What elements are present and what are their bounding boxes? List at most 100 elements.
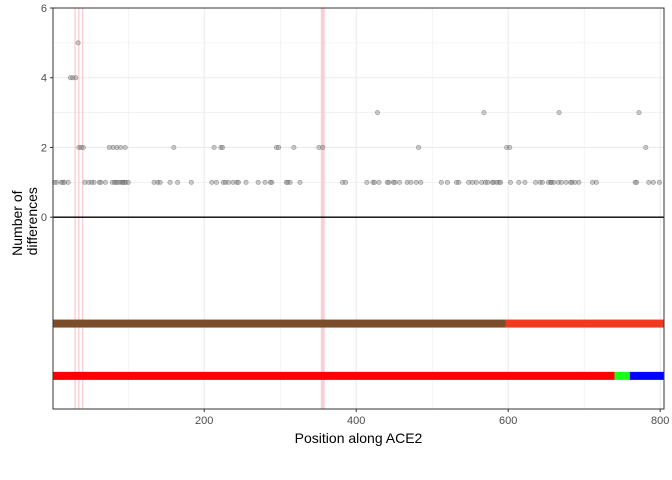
data-point — [188, 179, 194, 185]
data-point — [121, 179, 127, 185]
data-point — [157, 179, 163, 185]
data-point — [364, 179, 370, 185]
points-group — [52, 40, 662, 185]
data-point — [558, 179, 564, 185]
data-point — [632, 179, 638, 185]
y-tick-label: 0 — [41, 212, 47, 224]
data-point — [479, 179, 485, 185]
data-point — [643, 144, 649, 150]
data-point — [416, 144, 422, 150]
panel-border — [52, 7, 665, 410]
data-point — [110, 144, 116, 150]
data-point — [390, 179, 396, 185]
data-point — [80, 144, 86, 150]
data-point — [481, 110, 487, 116]
data-point — [370, 179, 376, 185]
data-point — [213, 179, 219, 185]
y-tick-label: 4 — [41, 73, 47, 85]
data-point — [456, 179, 462, 185]
data-point — [102, 179, 108, 185]
data-point — [404, 179, 410, 185]
data-point — [125, 179, 131, 185]
data-point — [75, 40, 81, 46]
data-point — [590, 179, 596, 185]
data-point — [235, 179, 241, 185]
highlight-band — [81, 8, 84, 409]
data-point — [73, 75, 79, 81]
data-point — [60, 179, 66, 185]
data-point — [593, 179, 599, 185]
data-point — [218, 144, 224, 150]
x-axis: 200 400 600 800 — [195, 409, 669, 427]
domain-segment — [629, 371, 664, 380]
data-point — [287, 179, 293, 185]
data-point — [551, 179, 557, 185]
data-point — [114, 144, 120, 150]
domain-bars — [53, 319, 664, 380]
domain-segment — [505, 319, 664, 328]
highlight-band — [320, 8, 325, 409]
data-point — [98, 179, 104, 185]
domain-segment — [53, 319, 506, 328]
data-point — [374, 110, 380, 116]
data-point — [413, 179, 419, 185]
data-point — [343, 179, 349, 185]
data-point — [297, 179, 303, 185]
y-axis-title: Number of differences — [9, 187, 40, 256]
data-point — [636, 110, 642, 116]
data-point — [469, 179, 475, 185]
data-point — [646, 179, 652, 185]
data-point — [118, 144, 124, 150]
data-point — [226, 179, 232, 185]
data-point — [262, 179, 268, 185]
data-point — [386, 179, 392, 185]
data-point — [418, 179, 424, 185]
data-point — [276, 144, 282, 150]
highlight-bands — [74, 8, 325, 409]
data-point — [283, 179, 289, 185]
data-point — [91, 179, 97, 185]
data-point — [211, 144, 217, 150]
data-point — [243, 179, 249, 185]
data-point — [444, 179, 450, 185]
data-point — [255, 179, 261, 185]
data-point — [576, 179, 582, 185]
data-point — [485, 179, 491, 185]
data-point — [376, 179, 382, 185]
data-point — [466, 179, 472, 185]
data-point — [473, 179, 479, 185]
data-point — [106, 144, 112, 150]
data-point — [438, 179, 444, 185]
x-tick-label: 400 — [347, 415, 365, 427]
domain-segment — [614, 371, 630, 380]
data-point — [269, 179, 275, 185]
data-point — [175, 179, 181, 185]
data-point — [498, 179, 504, 185]
x-tick-label: 800 — [651, 415, 669, 427]
data-point — [320, 144, 326, 150]
x-axis-title: Position along ACE2 — [295, 430, 423, 446]
data-point — [65, 179, 71, 185]
data-point — [96, 179, 102, 185]
y-tick-label: 6 — [41, 3, 47, 15]
data-point — [54, 179, 60, 185]
data-point — [522, 179, 528, 185]
data-point — [209, 179, 215, 185]
data-point — [650, 179, 656, 185]
data-point — [167, 179, 173, 185]
y-axis-title-line-1: Number of — [9, 190, 25, 255]
data-point — [316, 144, 322, 150]
data-point — [533, 179, 539, 185]
highlight-band — [74, 8, 76, 409]
data-point — [171, 144, 177, 150]
data-point — [656, 179, 662, 185]
data-point — [291, 144, 297, 150]
y-tick-label: 2 — [41, 142, 47, 154]
data-point — [384, 179, 390, 185]
data-point — [151, 179, 157, 185]
data-point — [408, 179, 414, 185]
data-point — [572, 179, 578, 185]
data-point — [507, 144, 513, 150]
x-tick-label: 200 — [195, 415, 213, 427]
